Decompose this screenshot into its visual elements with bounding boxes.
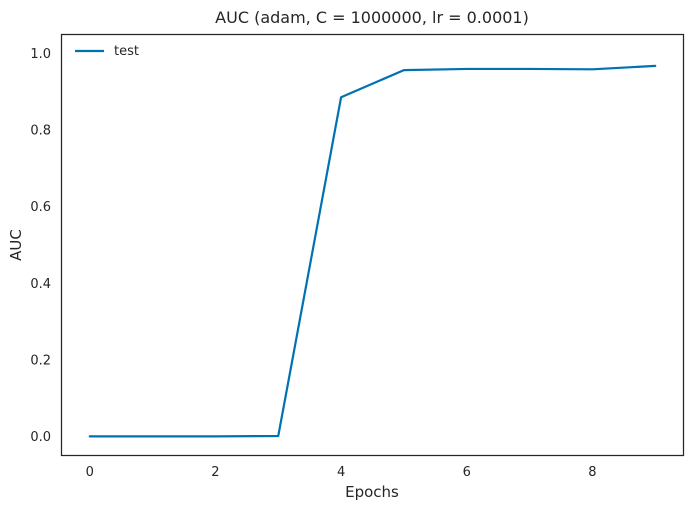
y-tick-label: 0.2 [30,353,51,368]
y-tick-label: 0.4 [30,277,51,292]
x-axis: 0 2 4 6 8 [86,465,597,480]
y-axis: 0.0 0.2 0.4 0.6 0.8 1.0 [30,47,51,445]
y-tick-label: 0.0 [30,430,51,445]
series-line-test [88,64,657,438]
y-axis-title: AUC [7,229,25,261]
series-layer [88,64,657,438]
x-tick-label: 2 [211,465,219,480]
x-tick-label: 8 [588,465,596,480]
x-tick-label: 4 [337,465,345,480]
y-tick-label: 1.0 [30,47,51,62]
y-tick-label: 0.8 [30,124,51,139]
x-axis-title: Epochs [345,483,399,501]
legend: test [75,44,139,59]
plot-frame [60,33,685,457]
y-tick-label: 0.6 [30,200,51,215]
chart-title: AUC (adam, C = 1000000, lr = 0.0001) [215,8,529,27]
x-tick-label: 6 [463,465,471,480]
x-tick-label: 0 [86,465,94,480]
legend-label: test [114,44,139,59]
